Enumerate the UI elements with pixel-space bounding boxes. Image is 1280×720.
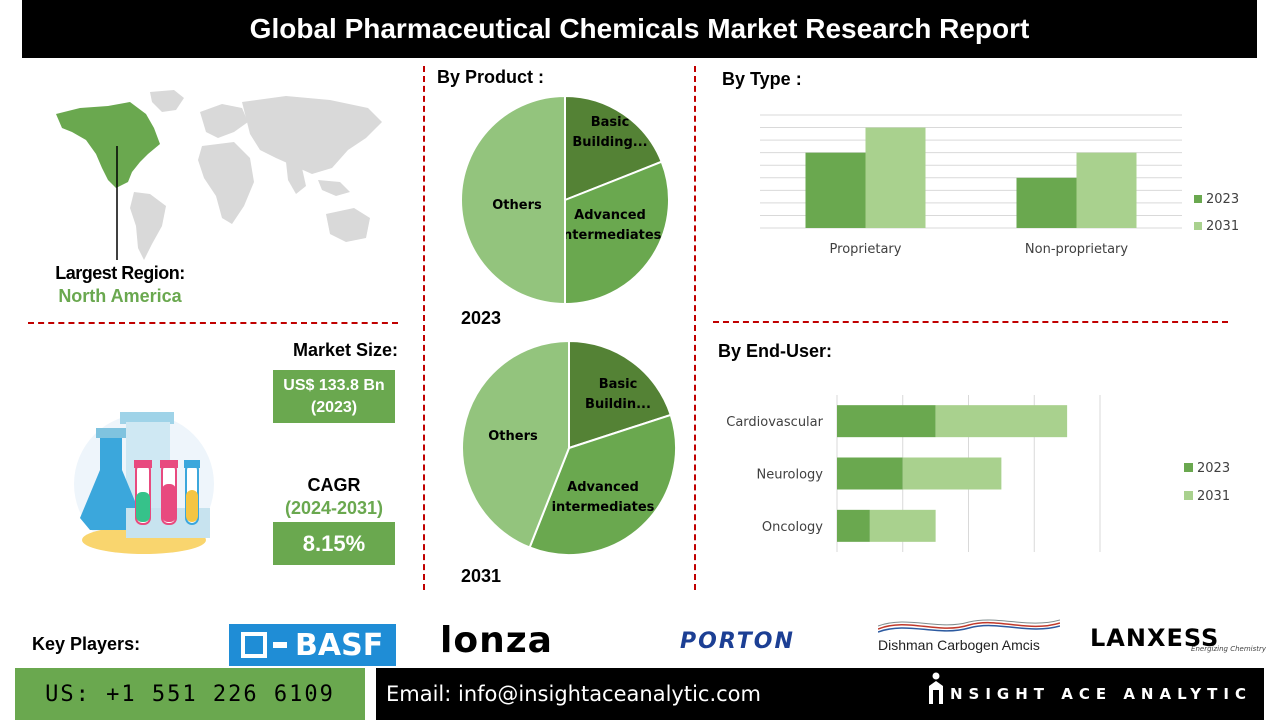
end-user-legend-label-2031: 2031 — [1197, 489, 1230, 504]
cagr-value: 8.15% — [273, 522, 395, 565]
pie-2023-slice-2 — [460, 94, 566, 306]
end-user-bar-cardiovascular-2023 — [837, 405, 936, 438]
end-user-category-label: Cardiovascular — [726, 415, 823, 430]
pie-chart-2031: Basic Buildin... Advanced intermediates Othe… — [461, 339, 677, 556]
basf-logo-mark-bar — [273, 642, 287, 648]
largest-region-value: North America — [58, 286, 182, 306]
porton-logo: PORTON — [680, 629, 795, 654]
divider-left-horizontal — [28, 322, 398, 324]
report-title: Global Pharmaceutical Chemicals Market R… — [22, 0, 1257, 58]
divider-right-horizontal — [713, 321, 1228, 323]
end-user-bar-oncology-2023 — [837, 509, 870, 542]
end-user-category-label: Neurology — [757, 468, 824, 483]
pie-2031-slice-0 — [568, 339, 673, 450]
end-user-bar-cardiovascular-2031 — [935, 405, 1068, 438]
type-legend-label-2031: 2031 — [1206, 219, 1239, 234]
lanxess-logo: LANXESS Energizing Chemistry — [1090, 624, 1266, 656]
type-legend-label-2023: 2023 — [1206, 192, 1239, 207]
lab-flask-icon — [74, 412, 214, 554]
divider-right — [694, 66, 696, 590]
pie-2023-slice-0 — [564, 94, 663, 202]
lonza-logo: Lonza — [440, 620, 553, 661]
by-end-user-bar-chart: Cardiovascular Neurology Oncology 2023 2031 — [726, 395, 1230, 552]
cagr-period: (2024-2031) — [284, 498, 384, 518]
basf-logo-text: BASF — [295, 627, 384, 663]
pie-2023-label-2: Others — [492, 198, 542, 213]
by-product-title: By Product : — [437, 67, 545, 87]
brand-logo-icon — [929, 672, 943, 704]
pie-2031-label-2: Others — [488, 429, 538, 444]
market-size-value: US$ 133.8 Bn — [283, 376, 385, 394]
divider-left — [423, 66, 425, 590]
by-type-bar-chart: Proprietary Non-proprietary 2023 2031 — [760, 114, 1239, 257]
cagr-label: CAGR — [307, 475, 361, 495]
end-user-bar-neurology-2023 — [837, 457, 903, 490]
market-size-year: (2023) — [310, 398, 358, 416]
market-size-label: Market Size: — [292, 340, 398, 360]
type-category-label: Proprietary — [830, 242, 902, 257]
type-legend-swatch-2023 — [1194, 195, 1202, 203]
pie-2031-slice-1 — [528, 413, 677, 556]
end-user-legend-swatch-2023 — [1184, 463, 1193, 472]
largest-region-label: Largest Region: — [55, 263, 185, 283]
dishman-logo: Dishman Carbogen Amcis — [878, 615, 1060, 655]
lanxess-logo-text: LANXESS — [1090, 624, 1220, 652]
basf-logo-mark — [241, 632, 267, 658]
market-size-box: US$ 133.8 Bn (2023) — [273, 370, 395, 423]
pie-2031-year-label: 2031 — [461, 566, 502, 586]
footer-email[interactable]: Email: info@insightaceanalytic.com — [386, 682, 761, 706]
type-category-label: Non-proprietary — [1025, 242, 1128, 257]
end-user-legend-label-2023: 2023 — [1197, 461, 1230, 476]
pie-2031-label-0: Basic Buildin... — [585, 377, 651, 412]
type-legend-swatch-2031 — [1194, 222, 1202, 230]
type-bar-non-proprietary-2023 — [1016, 177, 1077, 228]
pie-2031-slice-2 — [461, 339, 570, 549]
end-user-legend-swatch-2031 — [1184, 491, 1193, 500]
pie-2031-label-1: Advanced intermediates — [552, 480, 655, 515]
basf-logo: BASF — [229, 624, 396, 666]
footer-bar: Email: info@insightaceanalytic.com INSIG… — [376, 668, 1264, 720]
key-players-label: Key Players: — [32, 634, 141, 654]
by-end-user-title: By End-User: — [718, 341, 833, 361]
type-bar-non-proprietary-2031 — [1076, 152, 1137, 228]
end-user-bar-oncology-2031 — [869, 509, 936, 542]
type-bar-proprietary-2023 — [805, 152, 866, 228]
pie-2023-label-1: Advanced intermediates — [559, 208, 662, 243]
lanxess-tagline: Energizing Chemistry — [1191, 645, 1266, 653]
by-type-title: By Type : — [722, 69, 802, 89]
type-bar-proprietary-2031 — [865, 127, 926, 228]
dishman-logo-text: Dishman Carbogen Amcis — [878, 637, 1040, 653]
pie-2023-slice-1 — [564, 160, 670, 306]
pie-2023-year-label: 2023 — [461, 308, 502, 328]
end-user-category-label: Oncology — [762, 520, 823, 535]
end-user-bar-neurology-2031 — [902, 457, 1002, 490]
pie-chart-2023: Basic Building... Advanced intermediates Oth… — [460, 94, 670, 306]
pie-2023-label-0: Basic Building... — [572, 115, 647, 150]
footer-brand: INSIGHT ACE ANALYTIC — [938, 685, 1252, 703]
north-america-shape — [56, 102, 160, 188]
dishman-wave-icon — [878, 619, 1060, 633]
footer-phone[interactable]: US: +1 551 226 6109 — [15, 668, 365, 720]
world-map-icon — [56, 90, 382, 260]
